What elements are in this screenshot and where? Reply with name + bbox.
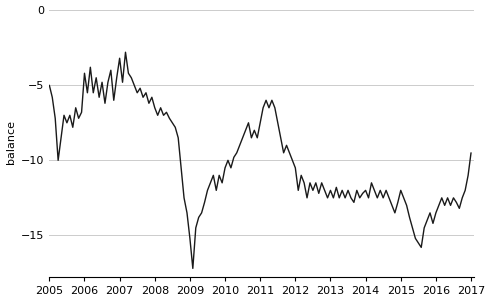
Y-axis label: balance: balance (5, 120, 16, 164)
